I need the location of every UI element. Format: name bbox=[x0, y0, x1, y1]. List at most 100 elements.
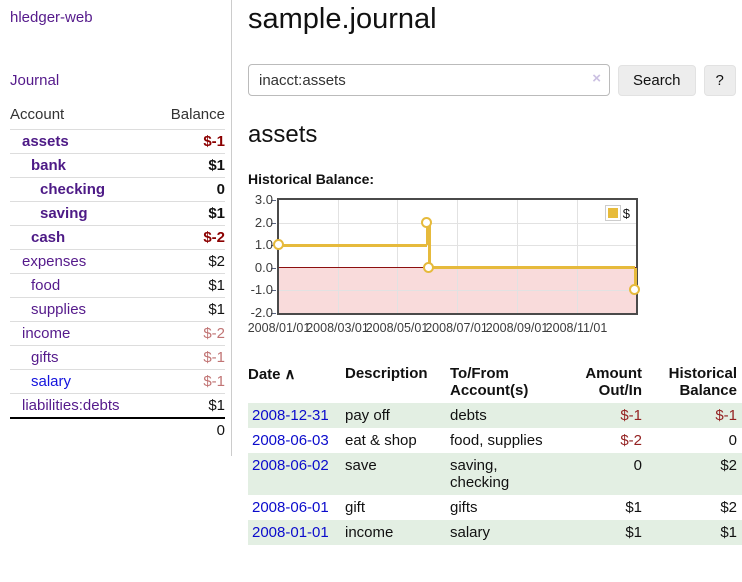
chart-legend: $ bbox=[604, 205, 630, 221]
account-link[interactable]: liabilities:debts bbox=[22, 397, 120, 414]
account-heading: assets bbox=[248, 121, 318, 148]
account-link[interactable]: assets bbox=[22, 133, 69, 150]
account-balance: $-1 bbox=[153, 345, 225, 370]
x-axis-label: 2008/03/01 bbox=[306, 321, 369, 335]
search-input[interactable] bbox=[248, 64, 610, 96]
chart-title: Historical Balance: bbox=[248, 171, 375, 187]
historical-balance-chart: 3.0 2.0 1.0 0.0 -1.0 -2.0 2008/01/01 2008/03/01… bbox=[248, 192, 742, 346]
account-row: bank $1 bbox=[10, 153, 225, 178]
account-link[interactable]: gifts bbox=[31, 349, 59, 366]
line-segment bbox=[279, 243, 428, 247]
account-link[interactable]: income bbox=[22, 325, 71, 342]
register-row: 2008-12-31 pay off debts $-1 $-1 bbox=[248, 403, 742, 428]
account-balance: $2 bbox=[153, 249, 225, 274]
transaction-date-link[interactable]: 2008-06-03 bbox=[252, 432, 329, 449]
transaction-amount: $-1 bbox=[620, 407, 642, 424]
account-link[interactable]: bank bbox=[31, 157, 67, 174]
y-tick-mark bbox=[271, 222, 276, 224]
account-link[interactable]: supplies bbox=[31, 301, 87, 318]
account-row: cash $-2 bbox=[10, 225, 225, 250]
register-header-date[interactable]: Date ∧ bbox=[248, 366, 296, 383]
transaction-date-link[interactable]: 2008-06-01 bbox=[252, 499, 329, 516]
transaction-balance: $1 bbox=[720, 524, 737, 541]
x-axis-label: 2008/01/01 bbox=[247, 321, 311, 335]
line-segment bbox=[633, 267, 637, 291]
account-balance: $-1 bbox=[153, 369, 225, 394]
account-row: saving $1 bbox=[10, 201, 225, 226]
search-form: × Search ? bbox=[248, 64, 742, 96]
line-segment bbox=[425, 222, 429, 246]
account-row: expenses $2 bbox=[10, 249, 225, 274]
transaction-description: gift bbox=[345, 499, 366, 516]
transaction-description: income bbox=[345, 524, 394, 541]
transaction-balance: 0 bbox=[728, 432, 737, 449]
account-link[interactable]: cash bbox=[31, 229, 66, 246]
account-balance: $-2 bbox=[153, 225, 225, 250]
register-header-to-from-account-s-: To/From Account(s) bbox=[450, 365, 529, 399]
account-link[interactable]: food bbox=[31, 277, 61, 294]
help-button[interactable]: ? bbox=[703, 64, 736, 96]
account-balance: $1 bbox=[153, 273, 225, 298]
transaction-accounts: saving, checking bbox=[450, 457, 510, 491]
sidebar-item-journal[interactable]: Journal bbox=[10, 72, 60, 89]
y-tick-mark bbox=[271, 267, 276, 269]
accounts-header-account: Account bbox=[10, 106, 65, 123]
register-row: 2008-06-02 save saving, checking 0 $2 bbox=[248, 453, 742, 495]
transaction-date-link[interactable]: 2008-01-01 bbox=[252, 524, 329, 541]
y-axis-label: 0.0 bbox=[254, 259, 273, 275]
account-row: food $1 bbox=[10, 273, 225, 298]
account-link[interactable]: saving bbox=[40, 205, 88, 222]
x-axis-label: 2008/05/01 bbox=[365, 321, 429, 335]
search-button[interactable]: Search bbox=[618, 64, 696, 96]
register-table: Date ∧ Description To/From Account(s) Amount… bbox=[248, 363, 742, 545]
account-link[interactable]: expenses bbox=[22, 253, 87, 270]
transaction-accounts: gifts bbox=[450, 499, 478, 516]
main-content: sample.journal × Search ? assets Histori… bbox=[248, 0, 742, 545]
sort-asc-icon: ∧ bbox=[284, 366, 296, 383]
transaction-amount: $1 bbox=[625, 524, 642, 541]
legend-swatch-box bbox=[604, 205, 621, 221]
account-row: assets $-1 bbox=[10, 129, 225, 154]
transaction-date-link[interactable]: 2008-06-02 bbox=[252, 457, 329, 474]
y-axis-label: 2.0 bbox=[254, 214, 273, 230]
account-balance: $-2 bbox=[153, 321, 225, 346]
clear-search-icon[interactable]: × bbox=[592, 70, 601, 87]
accounts-total-row: 0 bbox=[10, 417, 225, 442]
transaction-amount: 0 bbox=[633, 457, 642, 474]
legend-swatch bbox=[607, 208, 618, 218]
accounts-total-balance: 0 bbox=[153, 417, 225, 442]
account-row: supplies $1 bbox=[10, 297, 225, 322]
register-header-description: Description bbox=[345, 365, 428, 382]
y-axis-label: 1.0 bbox=[254, 237, 273, 253]
transaction-accounts: food, supplies bbox=[450, 432, 543, 449]
account-balance: $1 bbox=[153, 153, 225, 178]
register-row: 2008-01-01 income salary $1 $1 bbox=[248, 520, 742, 545]
y-axis-label: -2.0 bbox=[250, 305, 273, 320]
transaction-balance: $-1 bbox=[715, 407, 737, 424]
account-balance: $-1 bbox=[153, 129, 225, 154]
transaction-date-link[interactable]: 2008-12-31 bbox=[252, 407, 329, 424]
account-balance: 0 bbox=[153, 177, 225, 202]
account-link[interactable]: checking bbox=[40, 181, 106, 198]
account-link[interactable]: salary bbox=[31, 373, 72, 390]
register-row: 2008-06-01 gift gifts $1 $2 bbox=[248, 495, 742, 520]
data-point-marker bbox=[629, 284, 641, 296]
transaction-description: save bbox=[345, 457, 377, 474]
register-row: 2008-06-03 eat & shop food, supplies $-2 0 bbox=[248, 428, 742, 453]
line-segment bbox=[427, 222, 431, 268]
x-axis-label: 2008/11/01 bbox=[545, 321, 608, 335]
transaction-balance: $2 bbox=[720, 499, 737, 516]
y-tick-mark bbox=[271, 313, 276, 314]
y-axis-label: -1.0 bbox=[250, 282, 273, 298]
data-point-marker bbox=[423, 261, 435, 273]
transaction-description: eat & shop bbox=[345, 432, 417, 449]
y-axis-label: 3.0 bbox=[254, 192, 273, 207]
legend-label: $ bbox=[622, 205, 630, 221]
account-balance: $1 bbox=[153, 297, 225, 322]
page-title: sample.journal bbox=[248, 3, 437, 35]
v-gridline bbox=[576, 200, 578, 313]
v-gridline bbox=[337, 200, 339, 313]
account-row: liabilities:debts $1 bbox=[10, 393, 225, 418]
brand-link[interactable]: hledger-web bbox=[10, 9, 93, 26]
